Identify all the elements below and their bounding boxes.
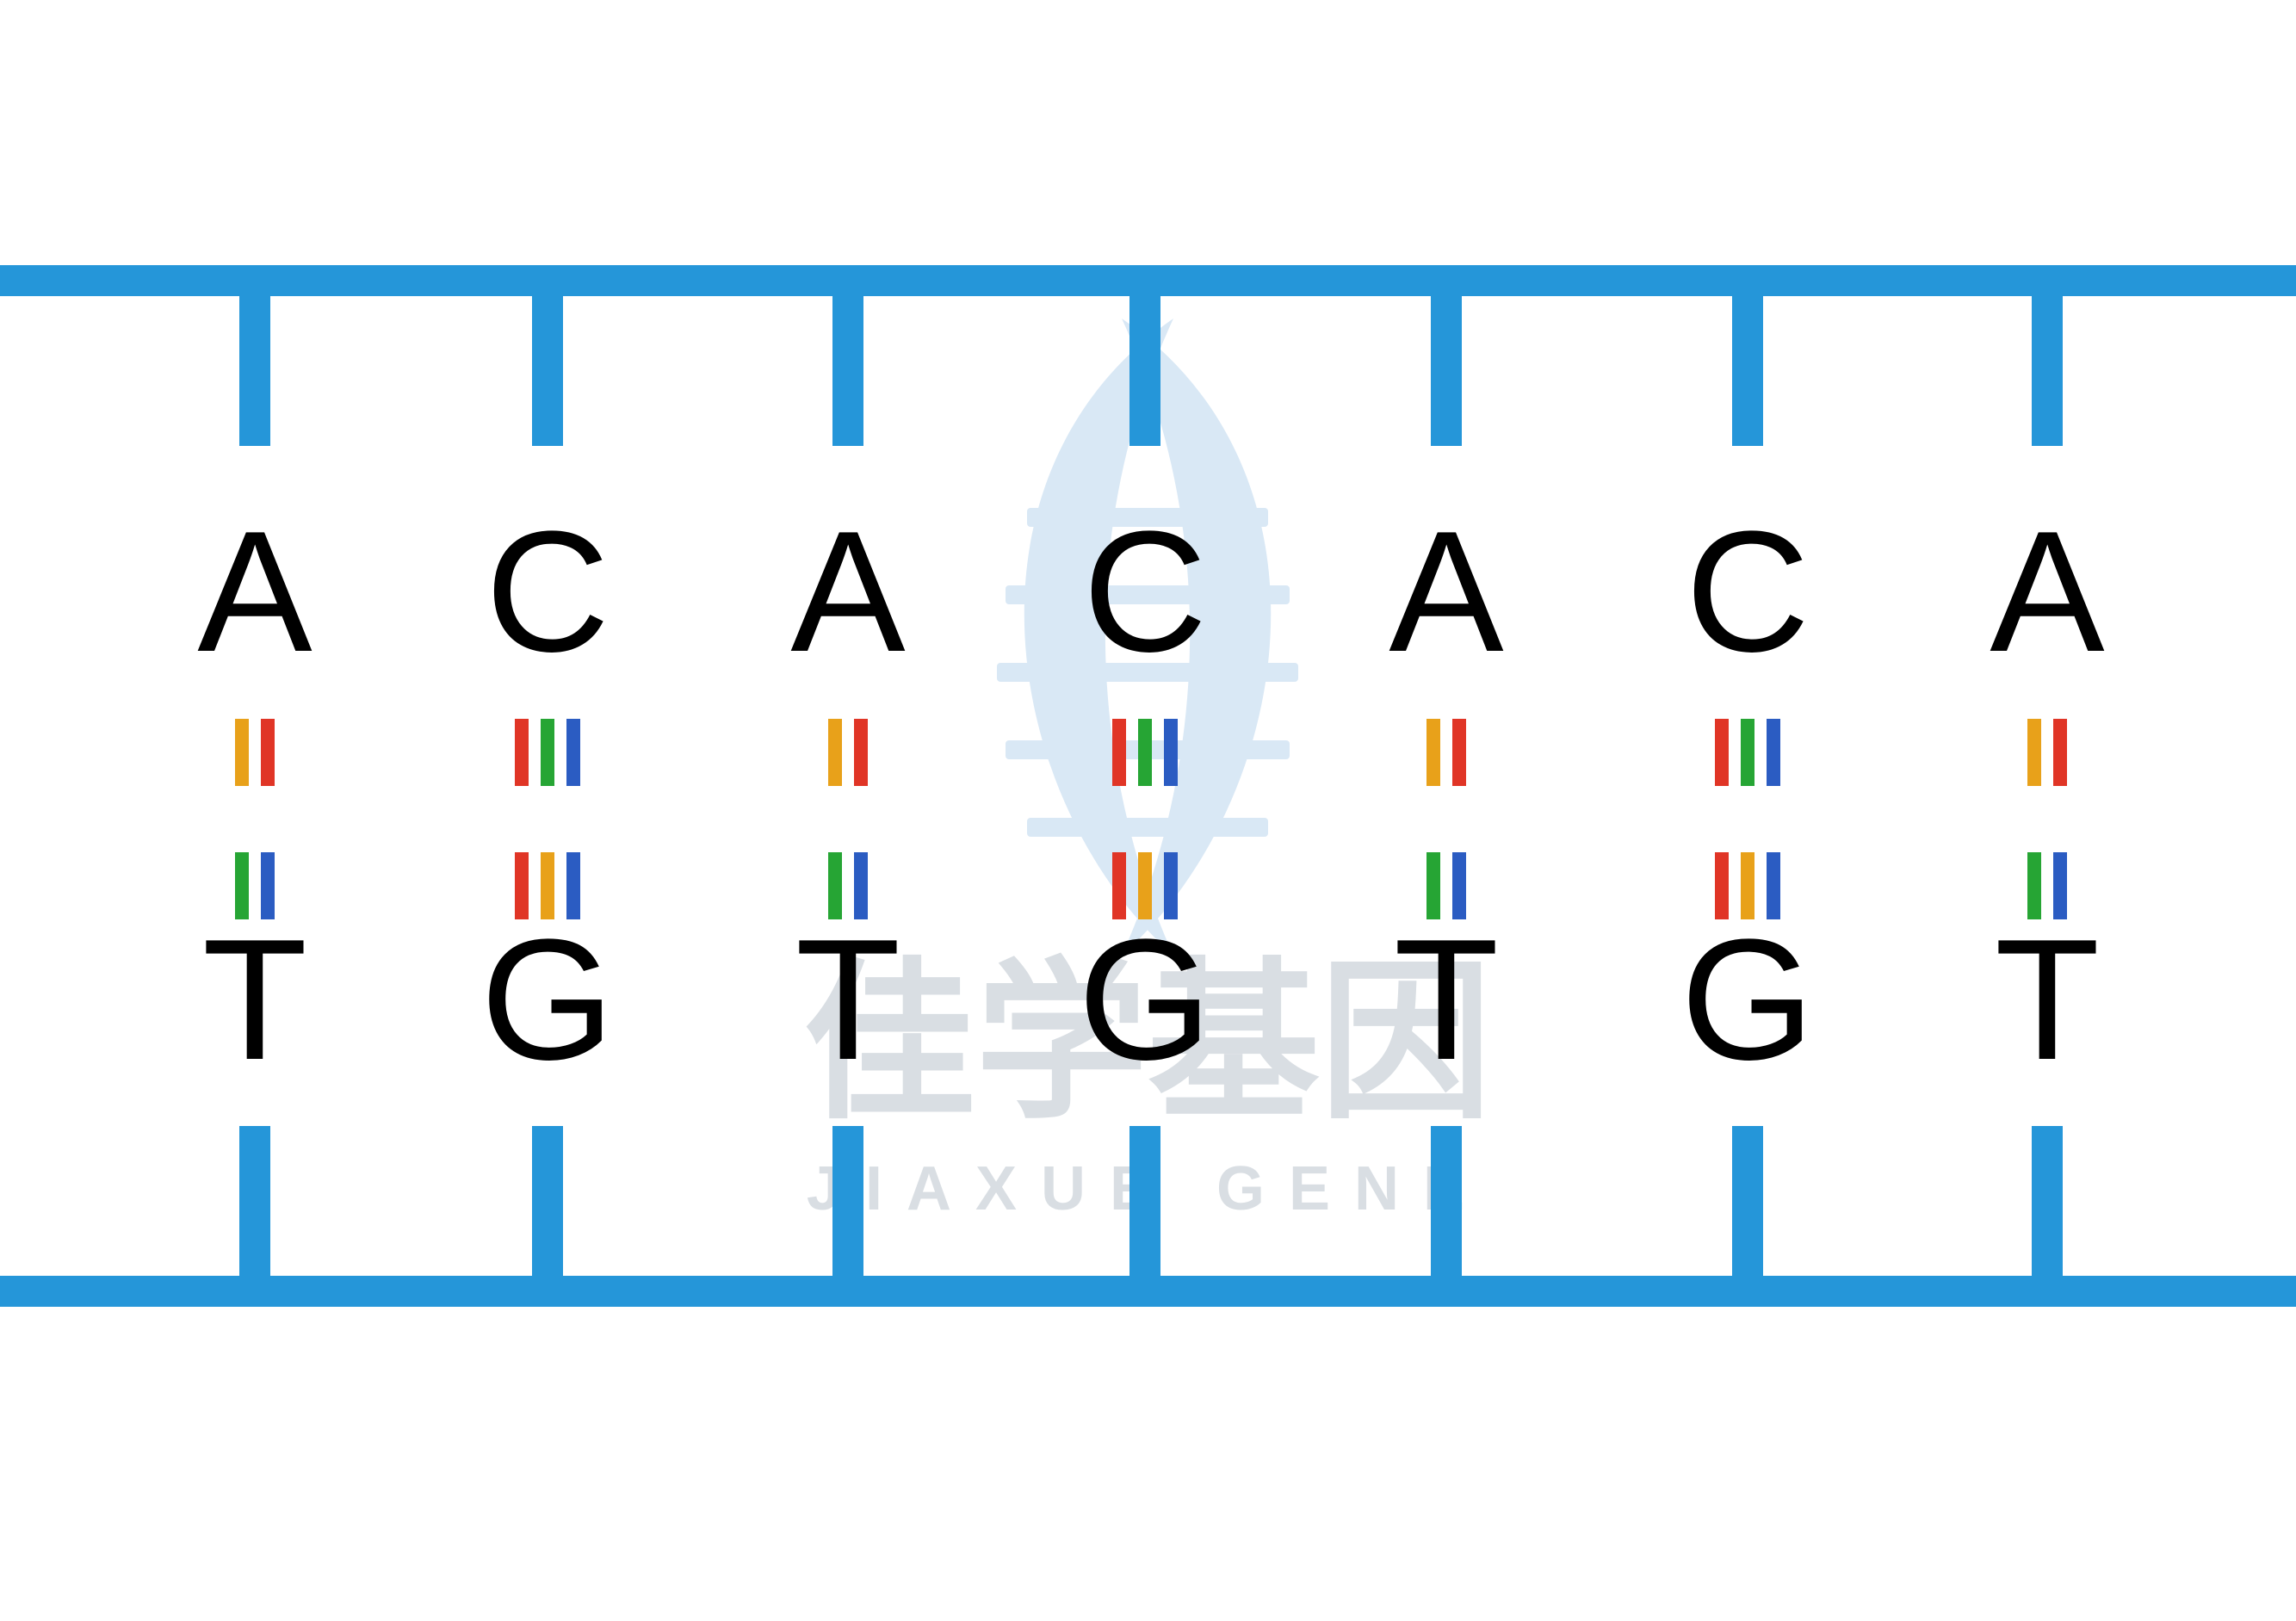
hydrogen-bond-mark [854, 719, 868, 786]
rung-top [532, 281, 563, 446]
base-bottom-letter: G [480, 904, 615, 1096]
hydrogen-bond-mark [541, 719, 554, 786]
hydrogen-bond-mark [828, 852, 842, 919]
base-bottom-letter: T [202, 904, 307, 1096]
hydrogen-bond-mark [1767, 719, 1780, 786]
base-top-letter: C [1686, 496, 1810, 688]
rung-bottom [2032, 1126, 2063, 1291]
hydrogen-bond-mark [1452, 852, 1466, 919]
base-top-letter: C [1083, 496, 1207, 688]
base-top-letter: A [1389, 496, 1504, 688]
hydrogen-bond-mark [1452, 719, 1466, 786]
rung-bottom [832, 1126, 863, 1291]
base-top-letter: A [790, 496, 906, 688]
base-bottom-letter: G [1078, 904, 1212, 1096]
rung-bottom [532, 1126, 563, 1291]
rung-top [1129, 281, 1160, 446]
hydrogen-bond-mark [235, 852, 249, 919]
base-bottom-letter: T [1394, 904, 1499, 1096]
rung-bottom [1129, 1126, 1160, 1291]
canvas-background [0, 0, 2296, 1621]
rung-bottom [1732, 1126, 1763, 1291]
hydrogen-bond-mark [1112, 719, 1126, 786]
hydrogen-bond-mark [828, 719, 842, 786]
hydrogen-bond-mark [261, 719, 275, 786]
hydrogen-bond-mark [1426, 852, 1440, 919]
hydrogen-bond-mark [1164, 852, 1178, 919]
rung-top [1431, 281, 1462, 446]
rung-top [1732, 281, 1763, 446]
rung-top [2032, 281, 2063, 446]
hydrogen-bond-mark [2053, 852, 2067, 919]
hydrogen-bond-mark [1426, 719, 1440, 786]
base-bottom-letter: T [1995, 904, 2100, 1096]
rung-bottom [239, 1126, 270, 1291]
hydrogen-bond-mark [1715, 719, 1729, 786]
hydrogen-bond-mark [1112, 852, 1126, 919]
hydrogen-bond-mark [2027, 719, 2041, 786]
rung-bottom [1431, 1126, 1462, 1291]
rung-top [239, 281, 270, 446]
hydrogen-bond-mark [1741, 852, 1754, 919]
hydrogen-bond-mark [1767, 852, 1780, 919]
hydrogen-bond-mark [515, 719, 529, 786]
hydrogen-bond-mark [515, 852, 529, 919]
hydrogen-bond-mark [1138, 852, 1152, 919]
rung-top [832, 281, 863, 446]
base-top-letter: C [486, 496, 610, 688]
hydrogen-bond-mark [1164, 719, 1178, 786]
hydrogen-bond-mark [566, 719, 580, 786]
base-top-letter: A [1990, 496, 2105, 688]
hydrogen-bond-mark [1138, 719, 1152, 786]
hydrogen-bond-mark [235, 719, 249, 786]
base-bottom-letter: G [1680, 904, 1815, 1096]
hydrogen-bond-mark [2053, 719, 2067, 786]
hydrogen-bond-mark [1741, 719, 1754, 786]
hydrogen-bond-mark [566, 852, 580, 919]
hydrogen-bond-mark [261, 852, 275, 919]
base-top-letter: A [197, 496, 313, 688]
hydrogen-bond-mark [1715, 852, 1729, 919]
hydrogen-bond-mark [541, 852, 554, 919]
base-bottom-letter: T [795, 904, 900, 1096]
hydrogen-bond-mark [854, 852, 868, 919]
hydrogen-bond-mark [2027, 852, 2041, 919]
